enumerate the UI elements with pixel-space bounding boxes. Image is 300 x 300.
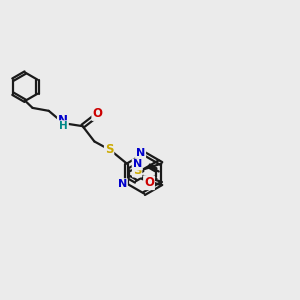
Text: S: S [133,164,141,176]
Text: O: O [144,176,154,189]
Text: S: S [105,143,113,156]
Text: O: O [92,107,102,120]
Text: N: N [133,159,142,170]
Text: N: N [58,114,68,127]
Text: N: N [136,148,145,158]
Text: H: H [58,121,67,131]
Text: N: N [118,179,127,189]
